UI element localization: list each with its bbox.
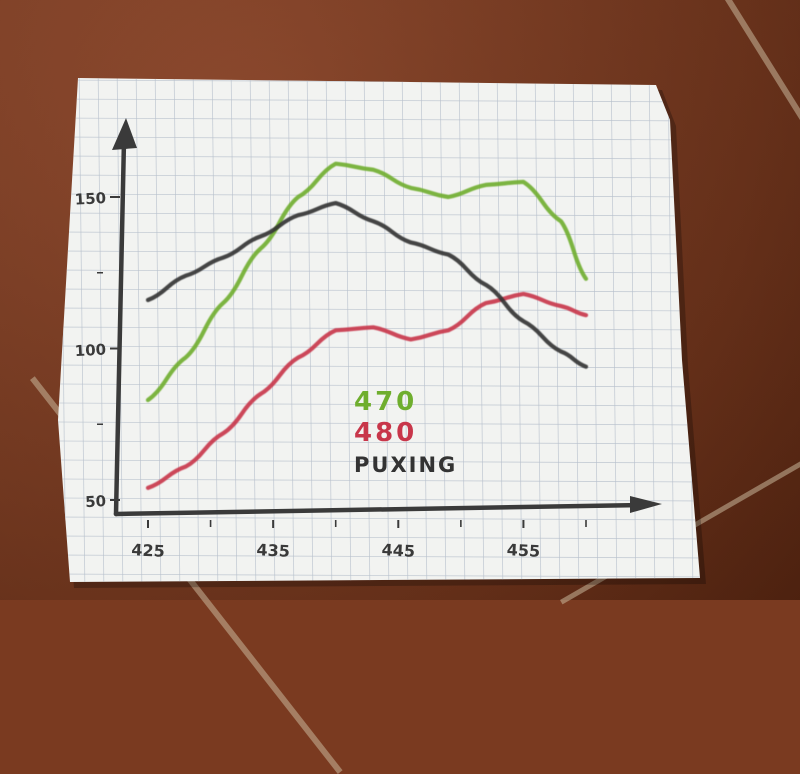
grid-line <box>58 478 700 483</box>
grid-line <box>192 78 200 582</box>
grid-line <box>58 98 700 103</box>
paper-grid <box>58 60 712 600</box>
grid-line <box>58 307 700 312</box>
chart-series <box>145 161 589 490</box>
x-axis-arrow-icon <box>630 496 662 513</box>
grid-line <box>553 78 561 582</box>
grid-line <box>591 78 599 582</box>
grid-line <box>58 554 700 559</box>
grid-line <box>58 497 700 502</box>
grid-line <box>173 78 181 582</box>
chart-ticks: 50 100 150 425 435 445 455 <box>74 189 587 561</box>
grid-line <box>610 78 618 582</box>
grid-line <box>477 78 485 582</box>
legend-entry-puxing: PUXING <box>354 453 457 477</box>
grid-line <box>58 573 700 578</box>
series-line-480 <box>145 291 589 490</box>
y-axis-arrow-icon <box>112 118 137 150</box>
series-line-470 <box>145 161 589 403</box>
legend-entry-470: 470 <box>354 387 417 417</box>
grid-line <box>78 78 86 582</box>
grid-line <box>58 459 700 464</box>
x-tick-label: 425 <box>131 540 165 561</box>
grid-line <box>515 78 523 582</box>
grid-line <box>572 78 580 582</box>
y-axis-line <box>113 137 127 517</box>
y-tick-label: 50 <box>85 492 107 511</box>
x-tick-label: 435 <box>256 540 290 561</box>
grid-line <box>58 231 700 236</box>
grid-line <box>58 535 700 540</box>
grid-line <box>58 250 700 255</box>
grid-line <box>97 78 105 582</box>
grid-line <box>58 516 700 521</box>
grid-line <box>58 364 700 369</box>
grid-line <box>135 78 143 582</box>
chart-axes <box>112 118 662 517</box>
grid-line <box>58 174 700 179</box>
grid-line <box>58 155 700 160</box>
grid-line <box>58 421 700 426</box>
series-line-puxing <box>145 200 589 369</box>
legend-entry-480: 480 <box>354 418 417 448</box>
y-tick-label: 150 <box>74 189 106 209</box>
grid-line <box>58 136 700 141</box>
grid-line <box>496 78 504 582</box>
grid-line <box>58 193 700 198</box>
x-axis-line <box>113 502 643 517</box>
y-tick-label: 100 <box>74 341 106 361</box>
grid-line <box>154 78 162 582</box>
grid-line <box>706 60 712 600</box>
grid-line <box>58 345 700 350</box>
grid-line <box>211 78 219 582</box>
grid-line <box>58 440 700 445</box>
grid-line <box>58 288 700 293</box>
grid-line <box>58 402 700 407</box>
grid-line <box>58 383 700 388</box>
x-tick-label: 445 <box>381 540 415 561</box>
x-tick-label: 455 <box>506 540 540 561</box>
grid-line <box>58 117 700 122</box>
paper-sheet: 50 100 150 425 435 445 455 470 480 PUXING <box>58 60 712 600</box>
grid-line <box>58 212 700 217</box>
grid-line <box>58 269 700 274</box>
